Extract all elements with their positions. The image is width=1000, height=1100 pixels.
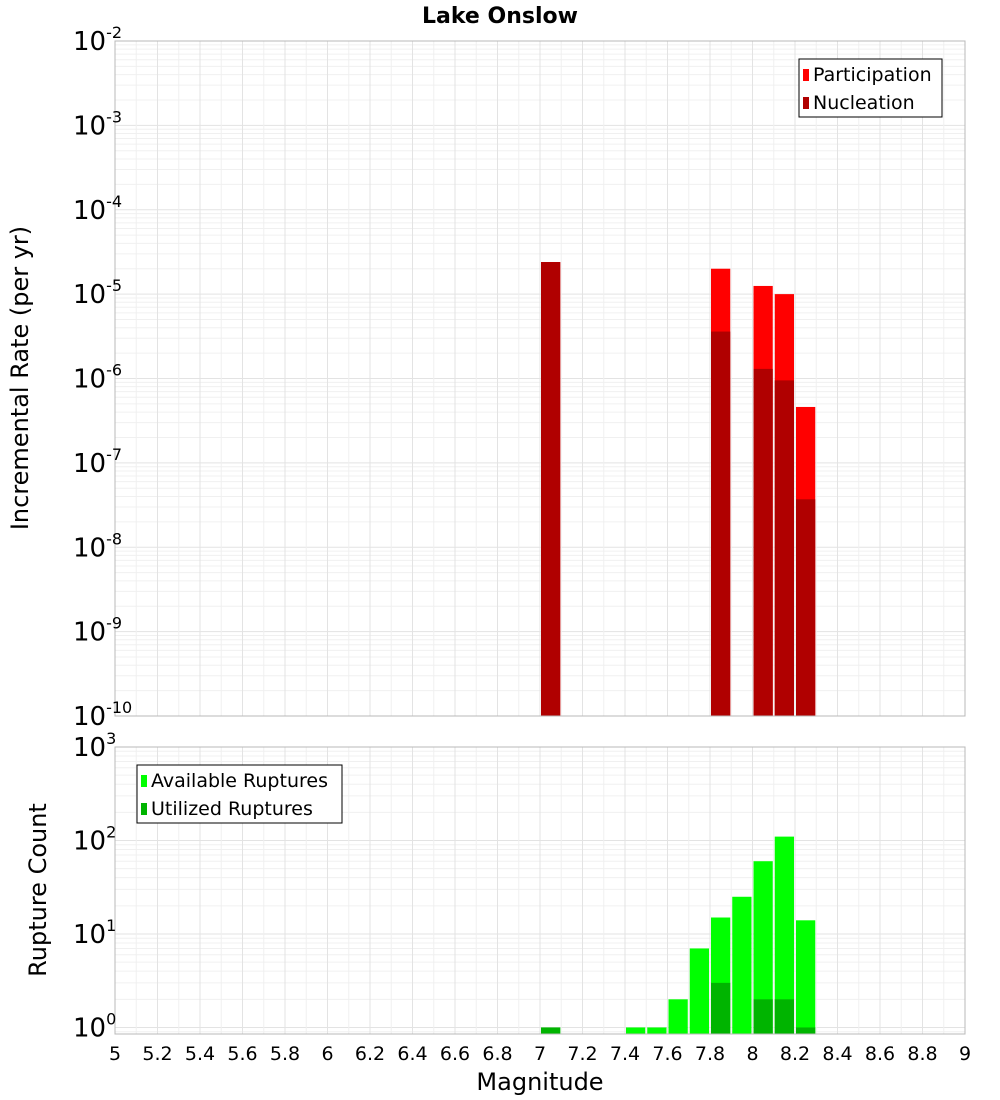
chart-title: Lake Onslow xyxy=(422,4,578,29)
grid xyxy=(114,41,966,717)
x-axis-label: Magnitude xyxy=(476,1068,603,1096)
y-tick-label: 103 xyxy=(73,729,116,763)
x-tick-label: 9 xyxy=(959,1043,971,1065)
x-tick-label: 6.6 xyxy=(440,1043,470,1065)
bar-series-0 xyxy=(647,1027,667,1034)
x-tick-label: 7.2 xyxy=(567,1043,597,1065)
x-tick-label: 5.2 xyxy=(142,1043,172,1065)
y-axis-label: Incremental Rate (per yr) xyxy=(6,226,34,530)
x-tick-label: 8.4 xyxy=(822,1043,852,1065)
legend: Available Ruptures Utilized Ruptures xyxy=(136,764,343,824)
x-tick-label: 6.4 xyxy=(397,1043,427,1065)
x-tick-label: 7.6 xyxy=(652,1043,682,1065)
bars xyxy=(541,262,816,716)
x-tick-label: 7 xyxy=(534,1043,546,1065)
legend-swatch xyxy=(141,803,147,815)
x-tick-label: 8.8 xyxy=(907,1043,937,1065)
legend-box xyxy=(136,764,343,824)
rate-panel: 10-210-310-410-510-610-710-810-910-10 Inc… xyxy=(6,23,966,732)
y-tick-label: 10-6 xyxy=(73,361,122,395)
y-tick-label: 10-3 xyxy=(73,107,122,141)
bar-series-1 xyxy=(541,262,561,716)
bar-series-0 xyxy=(753,861,773,1034)
y-tick-label: 101 xyxy=(73,916,116,950)
y-tick-label: 10-10 xyxy=(73,698,132,732)
x-tick-label: 7.8 xyxy=(695,1043,725,1065)
x-tick-label: 6.8 xyxy=(482,1043,512,1065)
y-axis-ticks: 10-210-310-410-510-610-710-810-910-10 xyxy=(73,23,132,732)
plot-frame xyxy=(114,40,966,717)
bar-series-1 xyxy=(541,1027,561,1034)
bar-series-1 xyxy=(796,1027,816,1034)
bar-series-1 xyxy=(753,368,773,716)
y-axis-ticks: 103 102 101 100 xyxy=(73,729,116,1043)
x-tick-label: 8 xyxy=(746,1043,758,1065)
x-tick-label: 5.8 xyxy=(270,1043,300,1065)
bar-series-1 xyxy=(774,999,794,1034)
bars xyxy=(541,836,816,1034)
x-tick-label: 8.6 xyxy=(865,1043,895,1065)
legend-label: Participation xyxy=(813,64,932,86)
legend-swatch xyxy=(803,69,809,81)
bar-series-1 xyxy=(711,982,731,1034)
legend: Participation Nucleation xyxy=(798,58,943,118)
bar-series-0 xyxy=(796,920,816,1034)
y-tick-label: 100 xyxy=(73,1009,116,1043)
bar-series-1 xyxy=(774,380,794,716)
x-axis-ticks: 5 5.2 5.4 5.6 5.8 6 6.2 6.4 6.6 6.8 7 7.2 7.4 7.6 7.8 8… xyxy=(109,1043,971,1065)
legend-label: Nucleation xyxy=(813,92,915,114)
x-tick-label: 8.2 xyxy=(780,1043,810,1065)
x-tick-label: 6.2 xyxy=(355,1043,385,1065)
x-tick-label: 5.6 xyxy=(227,1043,257,1065)
bar-series-0 xyxy=(774,836,794,1034)
plot-frame xyxy=(114,746,966,1035)
bar-series-0 xyxy=(732,896,752,1034)
bar-series-0 xyxy=(668,999,688,1034)
bar-series-0 xyxy=(689,948,709,1034)
y-tick-label: 102 xyxy=(73,822,116,856)
legend-swatch xyxy=(803,97,809,109)
y-axis-label: Rupture Count xyxy=(24,803,52,977)
legend-swatch xyxy=(141,775,147,787)
x-tick-label: 6 xyxy=(321,1043,333,1065)
legend-label: Available Ruptures xyxy=(151,770,328,792)
count-panel: 103 102 101 100 Rupture Count Available Ruptu… xyxy=(24,729,966,1043)
bar-series-0 xyxy=(626,1027,646,1034)
legend-label: Utilized Ruptures xyxy=(151,798,313,820)
legend-box xyxy=(798,58,943,118)
bar-series-1 xyxy=(796,499,816,716)
bar-series-1 xyxy=(753,999,773,1034)
bar-series-1 xyxy=(711,331,731,716)
x-tick-label: 5.4 xyxy=(185,1043,215,1065)
x-tick-label: 7.4 xyxy=(610,1043,640,1065)
x-tick-label: 5 xyxy=(109,1043,121,1065)
